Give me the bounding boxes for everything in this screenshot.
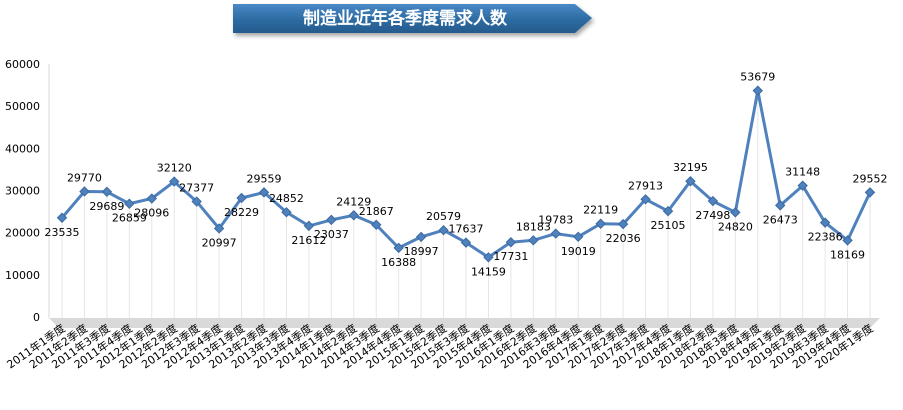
drop-lines [61, 90, 871, 318]
x-axis-ticks: 2011年1季度2011年2季度2011年3季度2011年4季度2012年1季度… [4, 321, 876, 371]
data-point-marker [505, 237, 517, 248]
y-tick-label: 20000 [5, 227, 40, 240]
data-label: 27498 [695, 209, 730, 222]
data-label: 29559 [247, 172, 282, 185]
data-point-marker [303, 220, 315, 232]
data-label: 18183 [516, 220, 551, 233]
data-point-marker [483, 252, 494, 263]
data-point-marker [124, 198, 135, 209]
data-label: 22036 [606, 232, 641, 245]
data-point-marker [550, 228, 561, 239]
data-point-marker [528, 235, 539, 246]
data-label: 19019 [561, 245, 596, 258]
data-point-marker [258, 187, 270, 198]
data-label: 28096 [134, 207, 169, 220]
data-label: 26859 [112, 212, 147, 225]
data-point-marker [595, 218, 606, 229]
data-point-marker [864, 187, 876, 198]
data-label: 23037 [314, 228, 349, 241]
data-point-marker [393, 242, 404, 254]
data-label: 22119 [583, 204, 618, 217]
data-label: 27913 [628, 179, 663, 192]
series-markers [56, 85, 876, 263]
data-label: 20997 [202, 236, 237, 249]
data-label: 19783 [538, 214, 573, 227]
y-tick-label: 10000 [5, 269, 40, 282]
data-point-marker [213, 223, 225, 234]
data-point-marker [415, 231, 427, 243]
data-point-marker [236, 192, 247, 204]
data-point-marker [797, 180, 808, 191]
data-label: 24820 [718, 220, 753, 233]
data-point-marker [617, 218, 629, 230]
data-point-marker [752, 85, 763, 96]
data-label: 29770 [67, 171, 102, 184]
data-label: 27377 [179, 182, 214, 195]
data-point-marker [775, 200, 786, 211]
data-point-marker [79, 186, 90, 197]
y-tick-label: 60000 [5, 58, 40, 71]
data-label: 24852 [269, 192, 304, 205]
data-label: 32120 [157, 162, 192, 175]
chart-title: 制造业近年各季度需求人数 [303, 8, 508, 29]
y-tick-label: 40000 [5, 142, 40, 155]
data-label: 21867 [359, 205, 394, 218]
data-label: 22386 [808, 231, 843, 244]
data-point-marker [460, 237, 472, 248]
data-label: 29689 [89, 200, 124, 213]
data-label: 18169 [830, 248, 865, 261]
data-point-marker [730, 207, 741, 218]
data-label: 14159 [471, 265, 506, 278]
y-tick-label: 30000 [5, 185, 40, 198]
data-point-marker [326, 214, 337, 226]
data-point-marker [842, 235, 853, 246]
data-label: 29552 [853, 172, 888, 185]
data-point-marker [819, 217, 831, 228]
data-label: 24129 [336, 195, 371, 208]
data-point-marker [707, 195, 719, 207]
y-tick-label: 0 [33, 311, 40, 324]
data-point-marker [348, 210, 359, 221]
chart-title-banner: 制造业近年各季度需求人数 [233, 4, 592, 33]
plot-floor [49, 318, 880, 328]
data-point-marker [146, 193, 157, 204]
data-point-marker [169, 176, 180, 187]
data-point-marker [438, 225, 449, 236]
data-label: 20579 [426, 210, 461, 223]
data-label: 17637 [449, 223, 484, 236]
data-label: 25105 [651, 219, 686, 232]
data-label: 53679 [740, 71, 775, 84]
data-point-marker [640, 194, 651, 205]
data-point-marker [685, 176, 696, 187]
data-point-marker [662, 205, 674, 217]
y-tick-label: 50000 [5, 100, 40, 113]
data-point-marker [101, 186, 113, 198]
data-label: 26473 [763, 213, 798, 226]
data-point-marker [191, 196, 202, 207]
data-point-marker [56, 212, 68, 223]
data-label: 17731 [493, 250, 528, 263]
data-label: 18997 [404, 245, 439, 258]
data-point-marker [371, 219, 382, 231]
data-label: 23535 [45, 226, 80, 239]
data-label: 21612 [291, 234, 326, 247]
data-point-marker [573, 231, 584, 243]
data-label: 28229 [224, 206, 259, 219]
y-axis-ticks: 0 10000 20000 30000 40000 50000 60000 [5, 58, 40, 324]
data-label: 16388 [381, 256, 416, 269]
data-point-marker [281, 207, 292, 218]
data-label: 31148 [785, 166, 820, 179]
data-label: 32195 [673, 161, 708, 174]
